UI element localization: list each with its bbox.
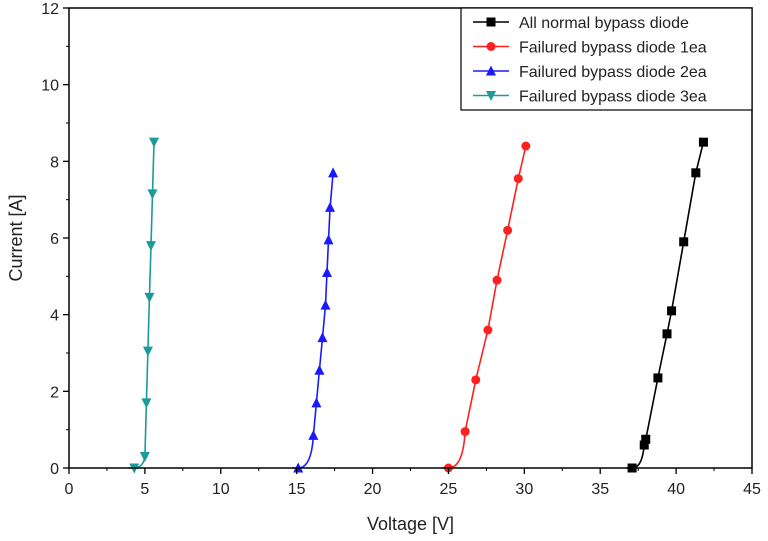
y-tick-label: 6	[50, 231, 59, 248]
legend-marker	[486, 65, 496, 76]
legend-marker	[486, 17, 496, 27]
x-axis-title: Voltage [V]	[367, 514, 454, 534]
legend-entry: Failured bypass diode 3ea	[473, 89, 707, 106]
x-tick-label: 40	[667, 481, 685, 498]
legend-marker	[486, 91, 496, 101]
data-point	[679, 237, 689, 247]
legend-label: Failured bypass diode 3ea	[519, 89, 707, 106]
data-point	[325, 201, 336, 212]
legend-label: All normal bypass diode	[519, 15, 689, 32]
data-point	[328, 167, 339, 178]
data-point	[521, 141, 531, 151]
legend-entry: Failured bypass diode 1ea	[473, 40, 707, 57]
x-tick-label: 5	[140, 481, 149, 498]
x-tick-label: 30	[515, 481, 533, 498]
data-point	[513, 174, 523, 184]
data-point	[639, 440, 649, 450]
y-tick-label: 8	[50, 154, 59, 171]
legend-entry: All normal bypass diode	[473, 15, 689, 32]
x-tick-label: 10	[212, 481, 230, 498]
data-point	[662, 329, 672, 339]
data-point	[492, 275, 502, 285]
data-point	[314, 364, 325, 375]
data-point	[653, 373, 663, 383]
data-point	[320, 299, 331, 310]
data-point	[460, 427, 470, 437]
data-point	[145, 241, 156, 252]
data-point	[141, 398, 152, 409]
series-line	[292, 172, 334, 469]
legend-label: Failured bypass diode 1ea	[519, 40, 707, 57]
y-tick-label: 0	[50, 461, 59, 478]
legend-label: Failured bypass diode 2ea	[519, 64, 707, 81]
y-tick-label: 12	[41, 1, 59, 18]
data-point	[698, 137, 708, 147]
data-point	[471, 375, 481, 385]
y-axis-title: Current [A]	[6, 194, 26, 281]
series-4	[128, 137, 159, 474]
x-tick-label: 15	[288, 481, 306, 498]
data-point	[308, 429, 319, 440]
x-tick-label: 20	[364, 481, 382, 498]
data-point	[503, 225, 513, 235]
series-line	[626, 142, 705, 469]
data-point	[691, 168, 701, 178]
data-point	[317, 332, 328, 343]
data-point	[139, 452, 150, 462]
legend: All normal bypass diode Failured bypass d…	[460, 7, 753, 111]
series-2	[442, 141, 531, 473]
x-tick-label: 25	[440, 481, 458, 498]
x-tick-label: 45	[743, 481, 761, 498]
series-3	[292, 167, 339, 473]
data-point	[147, 189, 158, 200]
legend-marker	[486, 42, 496, 51]
y-tick-label: 4	[50, 308, 59, 325]
series-1	[626, 137, 708, 473]
series-line	[442, 145, 527, 469]
data-point	[323, 234, 334, 245]
data-point	[641, 434, 651, 444]
y-tick-label: 2	[50, 384, 59, 401]
data-point	[144, 292, 155, 303]
data-point	[311, 397, 322, 408]
data-point	[667, 306, 677, 316]
data-point	[322, 267, 333, 277]
data-point	[483, 325, 493, 335]
y-tick-label: 10	[41, 78, 59, 95]
data-point	[142, 346, 153, 357]
legend-box	[460, 7, 753, 111]
legend-entry: Failured bypass diode 2ea	[473, 64, 707, 81]
data-point	[148, 137, 159, 148]
x-tick-label: 35	[591, 481, 609, 498]
x-tick-label: 0	[65, 481, 74, 498]
